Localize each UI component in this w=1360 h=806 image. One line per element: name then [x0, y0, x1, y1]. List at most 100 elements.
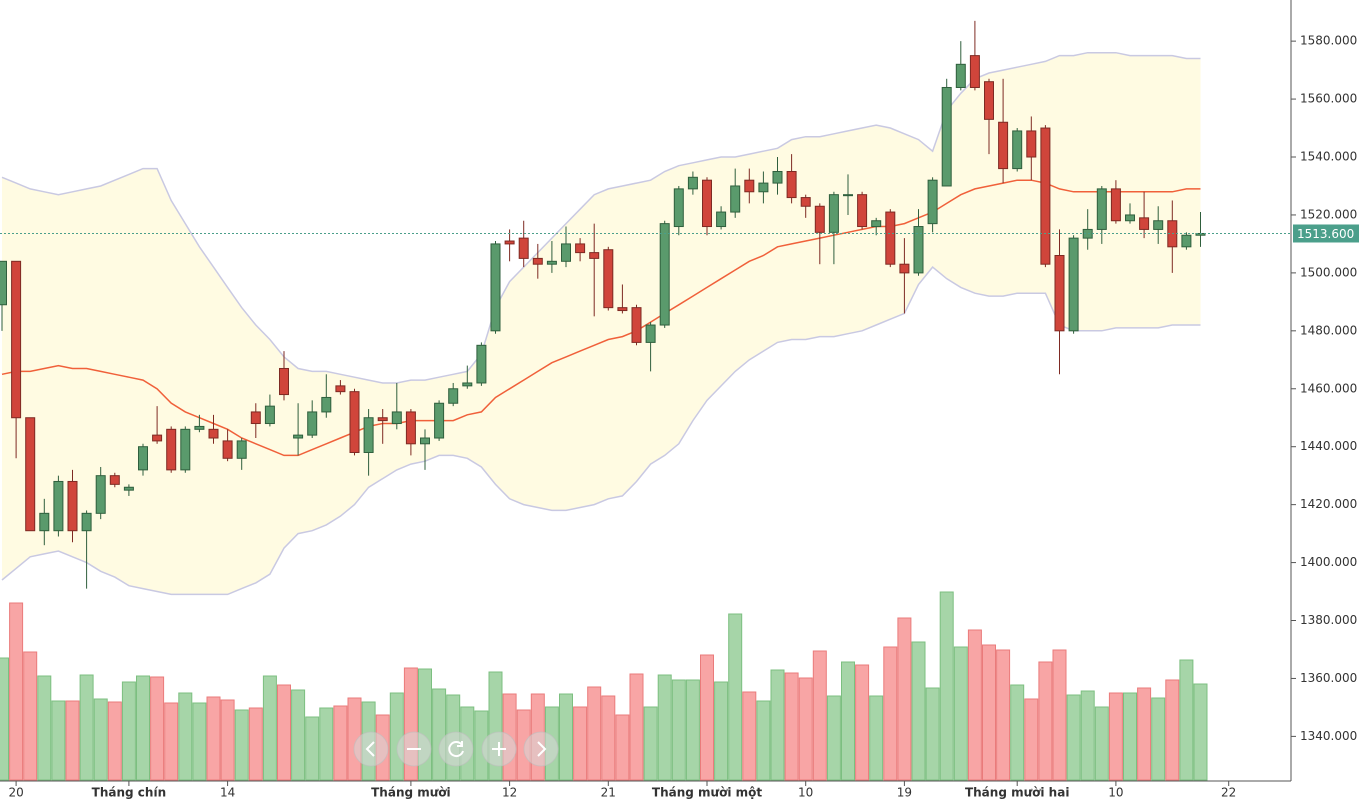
volume-bar: [855, 664, 870, 781]
x-tick-label: 14: [220, 786, 235, 800]
candle-body: [814, 205, 825, 233]
volume-bar: [178, 692, 193, 781]
volume-bar: [333, 705, 348, 781]
volume-bar: [685, 679, 700, 781]
volume-bar: [1137, 687, 1152, 781]
candle-body: [561, 243, 571, 262]
volume-bar: [432, 688, 447, 781]
candle-body: [434, 402, 445, 439]
x-tick-label: Tháng mười: [371, 786, 451, 800]
candle-body: [95, 475, 106, 514]
y-tick-label: 1380.000: [1300, 613, 1357, 627]
candle-body: [1096, 188, 1107, 230]
candle-body: [504, 240, 515, 245]
volume-bar: [629, 673, 644, 781]
volume-bar: [277, 684, 291, 781]
candle-body: [575, 243, 586, 254]
candle-body: [546, 260, 557, 265]
volume-bar: [51, 700, 66, 781]
candle-body: [1068, 237, 1079, 332]
volume-bar: [65, 700, 80, 781]
volume-bar: [206, 696, 221, 781]
candle-body: [0, 260, 7, 306]
volume-bar: [319, 707, 334, 781]
volume-bar: [770, 669, 785, 781]
candle-body: [758, 182, 769, 193]
candle-body: [631, 307, 642, 343]
zoom-in-button[interactable]: [481, 731, 517, 767]
volume-bar: [1193, 683, 1208, 781]
volume-bar: [1108, 692, 1123, 781]
candle-body: [490, 243, 501, 332]
candle-body: [462, 382, 473, 387]
volume-bar: [192, 702, 207, 781]
candle-body: [250, 411, 261, 425]
candle-body: [1153, 220, 1164, 230]
last-price-label: 1513.600: [1297, 227, 1354, 241]
volume-bar: [150, 676, 165, 781]
candle-body: [208, 428, 219, 439]
volume-bar: [1094, 706, 1109, 781]
volume-bar: [657, 674, 672, 781]
x-tick-label: 21: [601, 786, 616, 800]
volume-bar: [9, 602, 24, 781]
scroll-left-button[interactable]: [353, 731, 389, 767]
x-tick-label: 12: [502, 786, 517, 800]
volume-bar: [248, 707, 263, 781]
volume-bar: [573, 706, 588, 781]
volume-bar: [220, 699, 235, 781]
volume-bar: [234, 709, 249, 781]
volume-bar: [911, 641, 926, 781]
candle-body: [1026, 130, 1037, 158]
volume-bar: [671, 679, 686, 781]
volume-pane: [0, 591, 1208, 781]
candle-body: [1012, 130, 1023, 170]
candle-body: [659, 223, 670, 326]
candle-body: [857, 194, 868, 228]
y-tick-label: 1560.000: [1300, 92, 1357, 106]
candle-body: [476, 344, 487, 384]
volume-bar: [164, 702, 179, 781]
volume-bar: [23, 651, 38, 781]
candle-body: [25, 417, 36, 532]
candle-body: [1181, 234, 1192, 248]
volume-bar: [883, 646, 898, 781]
volume-bar: [967, 629, 982, 781]
y-tick-label: 1420.000: [1300, 497, 1357, 511]
candle-body: [293, 434, 304, 439]
candle-body: [969, 55, 980, 88]
candle-body: [1040, 127, 1051, 265]
volume-bar: [587, 686, 602, 781]
volume-bar: [93, 698, 108, 781]
volume-bar: [1010, 684, 1025, 781]
candle-body: [941, 86, 952, 187]
candle-body: [843, 194, 853, 197]
axes: [0, 0, 1296, 786]
x-tick-label: Tháng mười một: [652, 786, 762, 800]
zoom-out-button[interactable]: [396, 731, 432, 767]
candle-body: [264, 405, 275, 425]
volume-bar: [728, 613, 743, 781]
candle-body: [335, 385, 346, 393]
scroll-right-button[interactable]: [523, 731, 559, 767]
volume-bar: [812, 650, 827, 781]
candle-body: [180, 428, 191, 471]
candle-body: [730, 185, 741, 213]
candle-body: [152, 434, 163, 442]
y-tick-label: 1520.000: [1300, 207, 1357, 221]
volume-bar: [798, 677, 813, 781]
volume-bar: [559, 693, 573, 781]
volume-bar: [79, 674, 94, 781]
volume-bar: [136, 675, 150, 781]
volume-bar: [1024, 698, 1039, 781]
volume-bar: [996, 649, 1011, 781]
y-tick-label: 1400.000: [1300, 555, 1357, 569]
candle-body: [913, 226, 924, 274]
volume-bar: [389, 692, 404, 781]
x-tick-label: 19: [897, 786, 912, 800]
candle-body: [236, 440, 247, 459]
reset-button[interactable]: [438, 731, 474, 767]
candle-body: [1125, 214, 1135, 222]
